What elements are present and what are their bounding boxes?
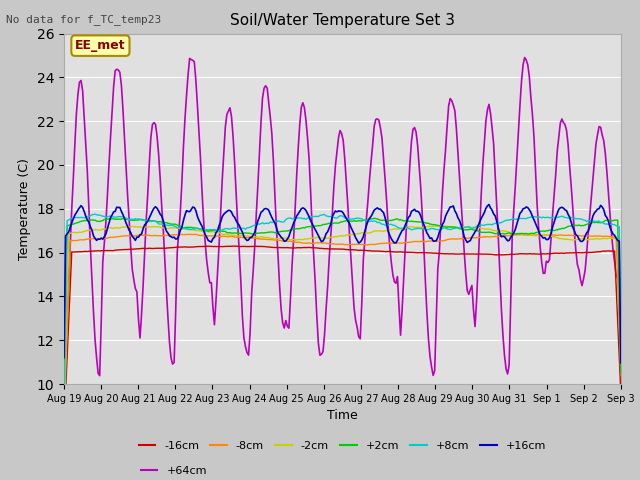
Title: Soil/Water Temperature Set 3: Soil/Water Temperature Set 3 — [230, 13, 455, 28]
X-axis label: Time: Time — [327, 409, 358, 422]
Legend: +64cm: +64cm — [136, 461, 211, 480]
Text: No data for f_TC_temp23: No data for f_TC_temp23 — [6, 14, 162, 25]
Text: EE_met: EE_met — [75, 39, 125, 52]
Y-axis label: Temperature (C): Temperature (C) — [18, 158, 31, 260]
